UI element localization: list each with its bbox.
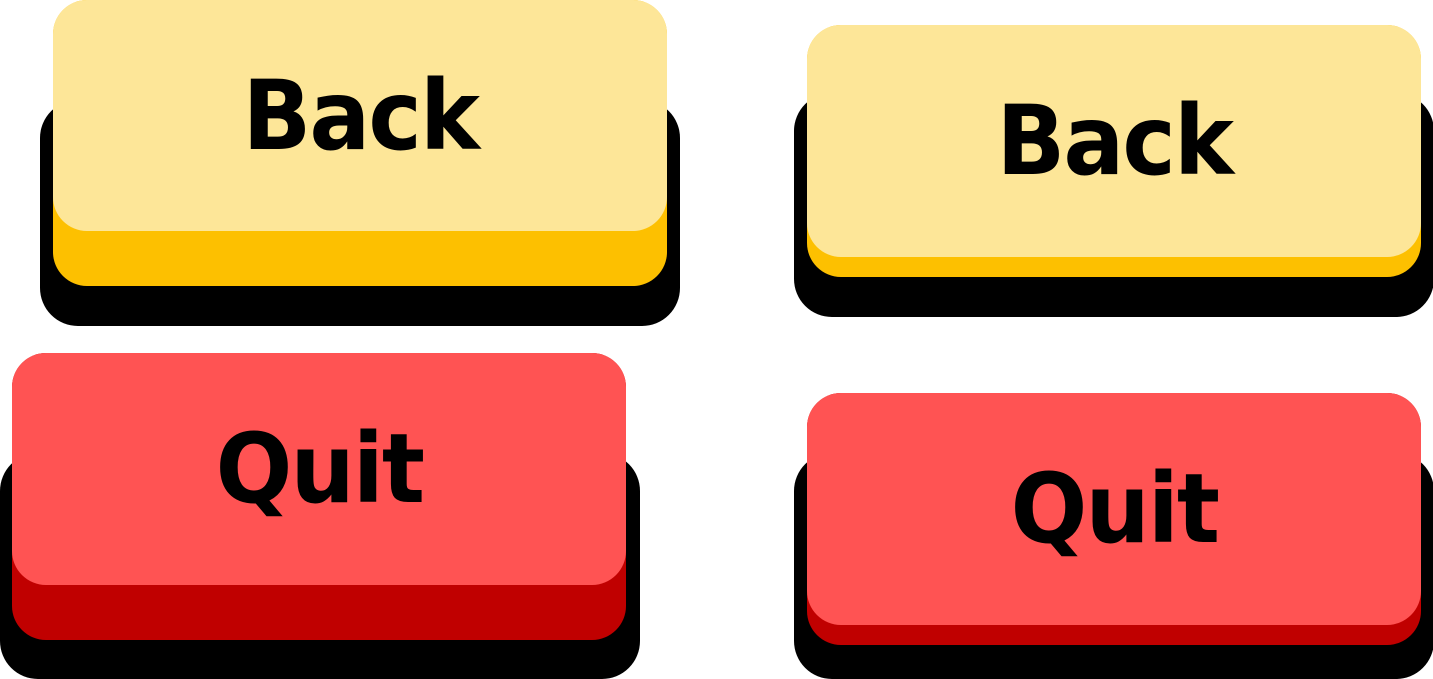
back-button-normal[interactable]: Back [40,0,680,326]
back-button-pressed-label: Back [996,85,1234,197]
back-button-normal-face: Back [53,0,667,231]
back-button-normal-label: Back [242,59,480,172]
quit-button-normal-face: Quit [12,353,626,585]
quit-button-normal[interactable]: Quit [0,353,640,679]
quit-button-pressed[interactable]: Quit [794,393,1433,679]
quit-button-normal-label: Quit [215,413,424,525]
back-button-pressed[interactable]: Back [794,25,1433,317]
quit-button-pressed-label: Quit [1010,453,1219,565]
quit-button-pressed-face: Quit [807,393,1421,625]
back-button-pressed-face: Back [807,25,1421,257]
